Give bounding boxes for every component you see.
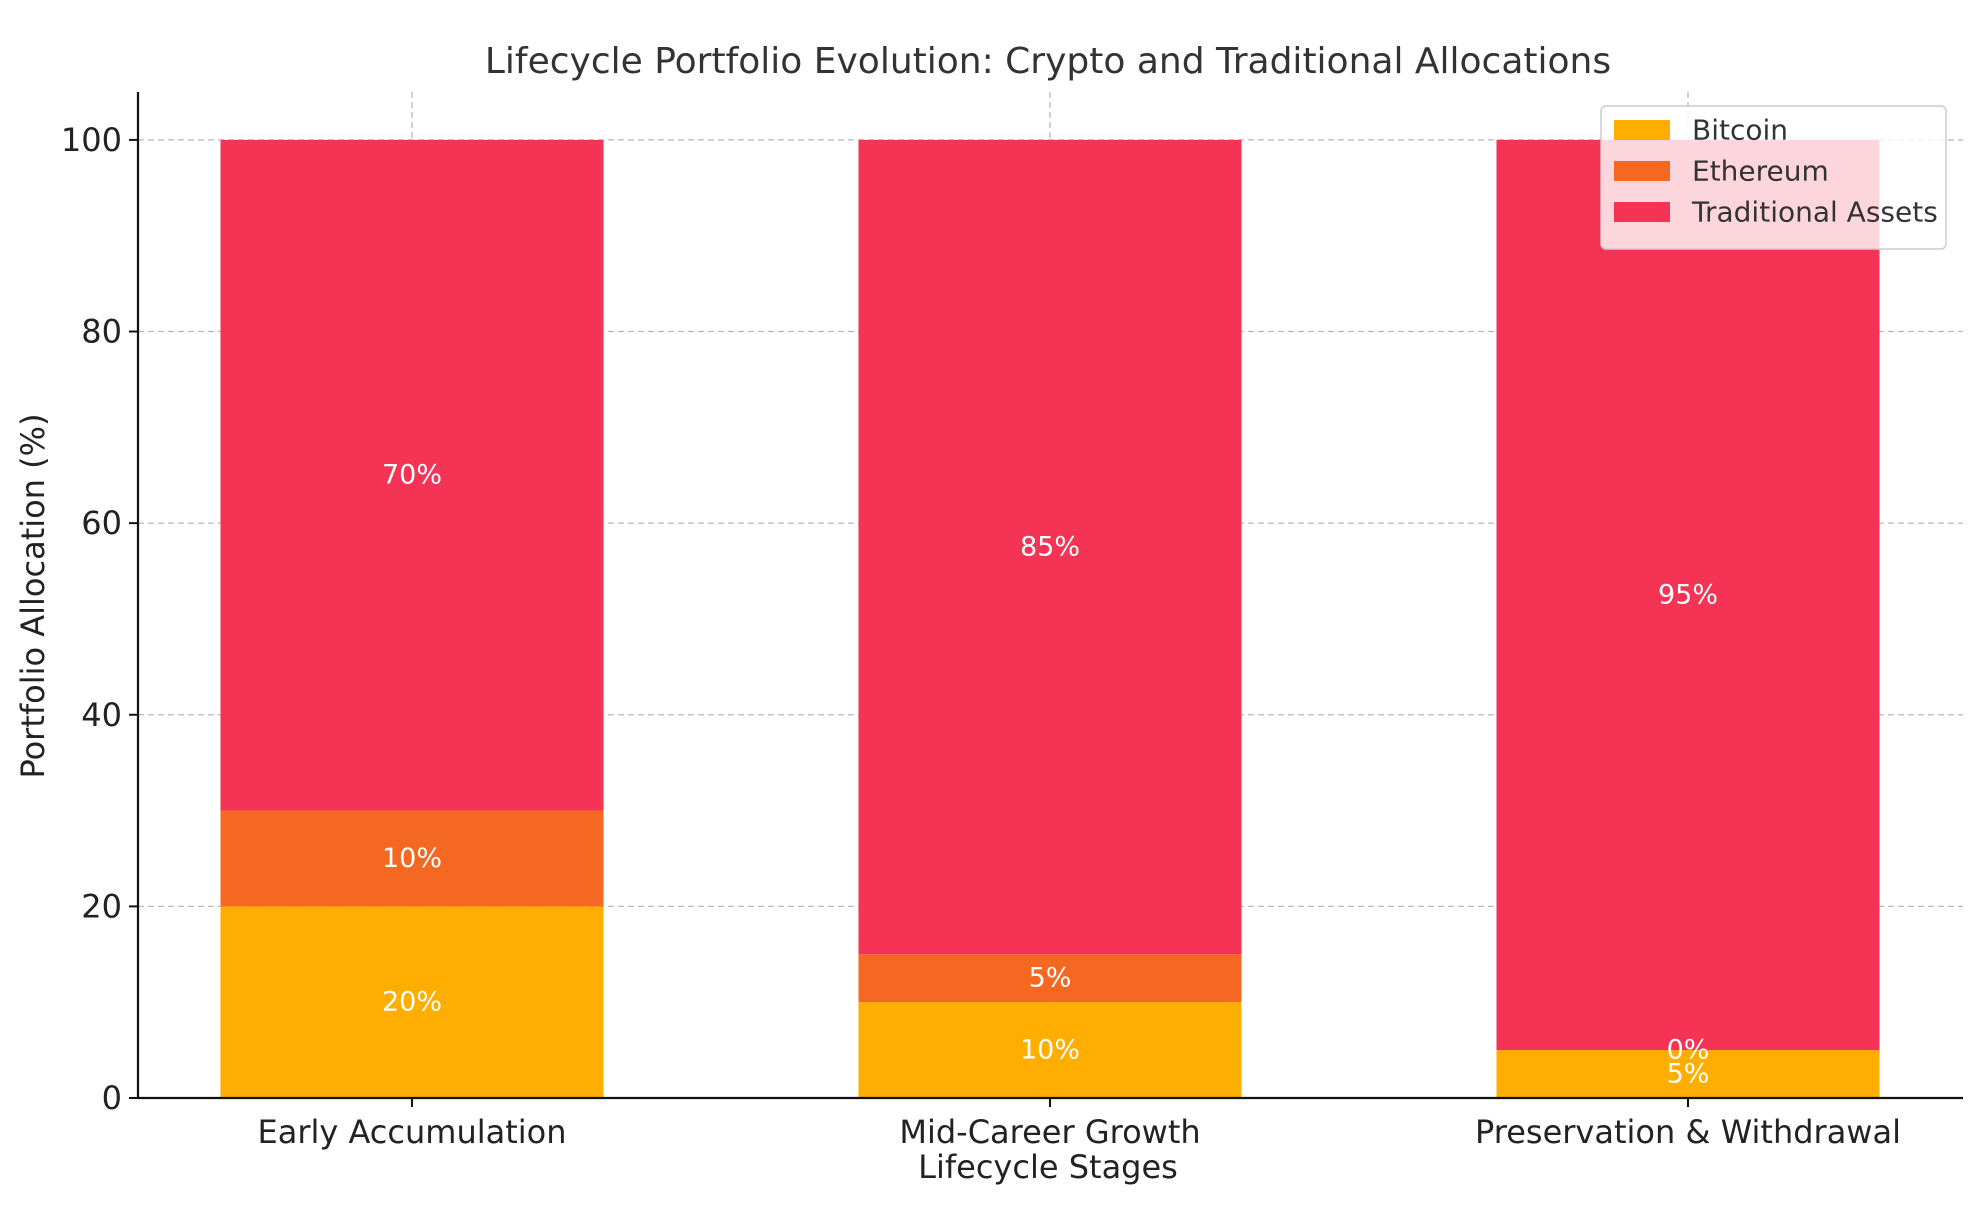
axes-layer: 0 20 40 60 80 100 Early Accumulation Mid-Career… <box>61 92 1963 1151</box>
x-axis-label: Lifecycle Stages <box>918 1148 1178 1186</box>
legend-label-traditional-assets: Traditional Assets <box>1691 196 1938 229</box>
data-labels-layer: 20%10%70%10%5%85%5%0%95% <box>382 460 1718 1090</box>
legend-swatch-bitcoin <box>1614 120 1670 140</box>
y-tick-label-20: 20 <box>81 887 122 925</box>
y-tick-label-40: 40 <box>81 696 122 734</box>
y-axis-label: Portfolio Allocation (%) <box>14 413 52 778</box>
x-tick-label-early-accumulation: Early Accumulation <box>257 1113 566 1151</box>
bar-ethereum-mid-career-growth <box>858 954 1242 1003</box>
data-label-traditional-assets-mid-career-growth: 85% <box>1020 532 1080 563</box>
bar-traditional-assets-early-accumulation <box>220 139 604 811</box>
y-tick-label-80: 80 <box>81 313 122 351</box>
legend-label-ethereum: Ethereum <box>1692 155 1829 188</box>
data-label-traditional-assets-early-accumulation: 70% <box>382 460 442 491</box>
bar-bitcoin-preservation-withdrawal <box>1496 1050 1880 1098</box>
data-label-ethereum-early-accumulation: 10% <box>382 843 442 874</box>
x-tick-label-preservation-withdrawal: Preservation & Withdrawal <box>1475 1113 1901 1151</box>
bar-bitcoin-early-accumulation <box>220 906 604 1098</box>
y-tick-label-60: 60 <box>81 504 122 542</box>
data-label-bitcoin-early-accumulation: 20% <box>382 987 442 1018</box>
data-label-ethereum-preservation-withdrawal: 0% <box>1667 1035 1710 1066</box>
data-label-traditional-assets-preservation-withdrawal: 95% <box>1658 580 1718 611</box>
data-label-ethereum-mid-career-growth: 5% <box>1029 963 1072 994</box>
data-label-bitcoin-preservation-withdrawal: 5% <box>1667 1059 1710 1090</box>
chart-title: Lifecycle Portfolio Evolution: Crypto an… <box>485 41 1611 82</box>
legend-frame <box>1600 105 1947 250</box>
legend-swatch-ethereum <box>1614 161 1670 181</box>
y-tick-label-0: 0 <box>102 1079 122 1117</box>
legend-swatch-traditional-assets <box>1614 202 1670 222</box>
y-tick-label-100: 100 <box>61 121 122 159</box>
data-label-bitcoin-mid-career-growth: 10% <box>1020 1035 1080 1066</box>
bar-traditional-assets-preservation-withdrawal <box>1496 139 1880 1051</box>
x-tick-label-mid-career-growth: Mid-Career Growth <box>899 1113 1200 1151</box>
legend-label-bitcoin: Bitcoin <box>1692 114 1788 147</box>
bar-bitcoin-mid-career-growth <box>858 1002 1242 1098</box>
bar-traditional-assets-mid-career-growth <box>858 139 1242 955</box>
legend: Bitcoin Ethereum Traditional Assets <box>1600 105 1947 250</box>
bar-ethereum-early-accumulation <box>220 810 604 907</box>
bars-layer <box>220 139 1880 1098</box>
